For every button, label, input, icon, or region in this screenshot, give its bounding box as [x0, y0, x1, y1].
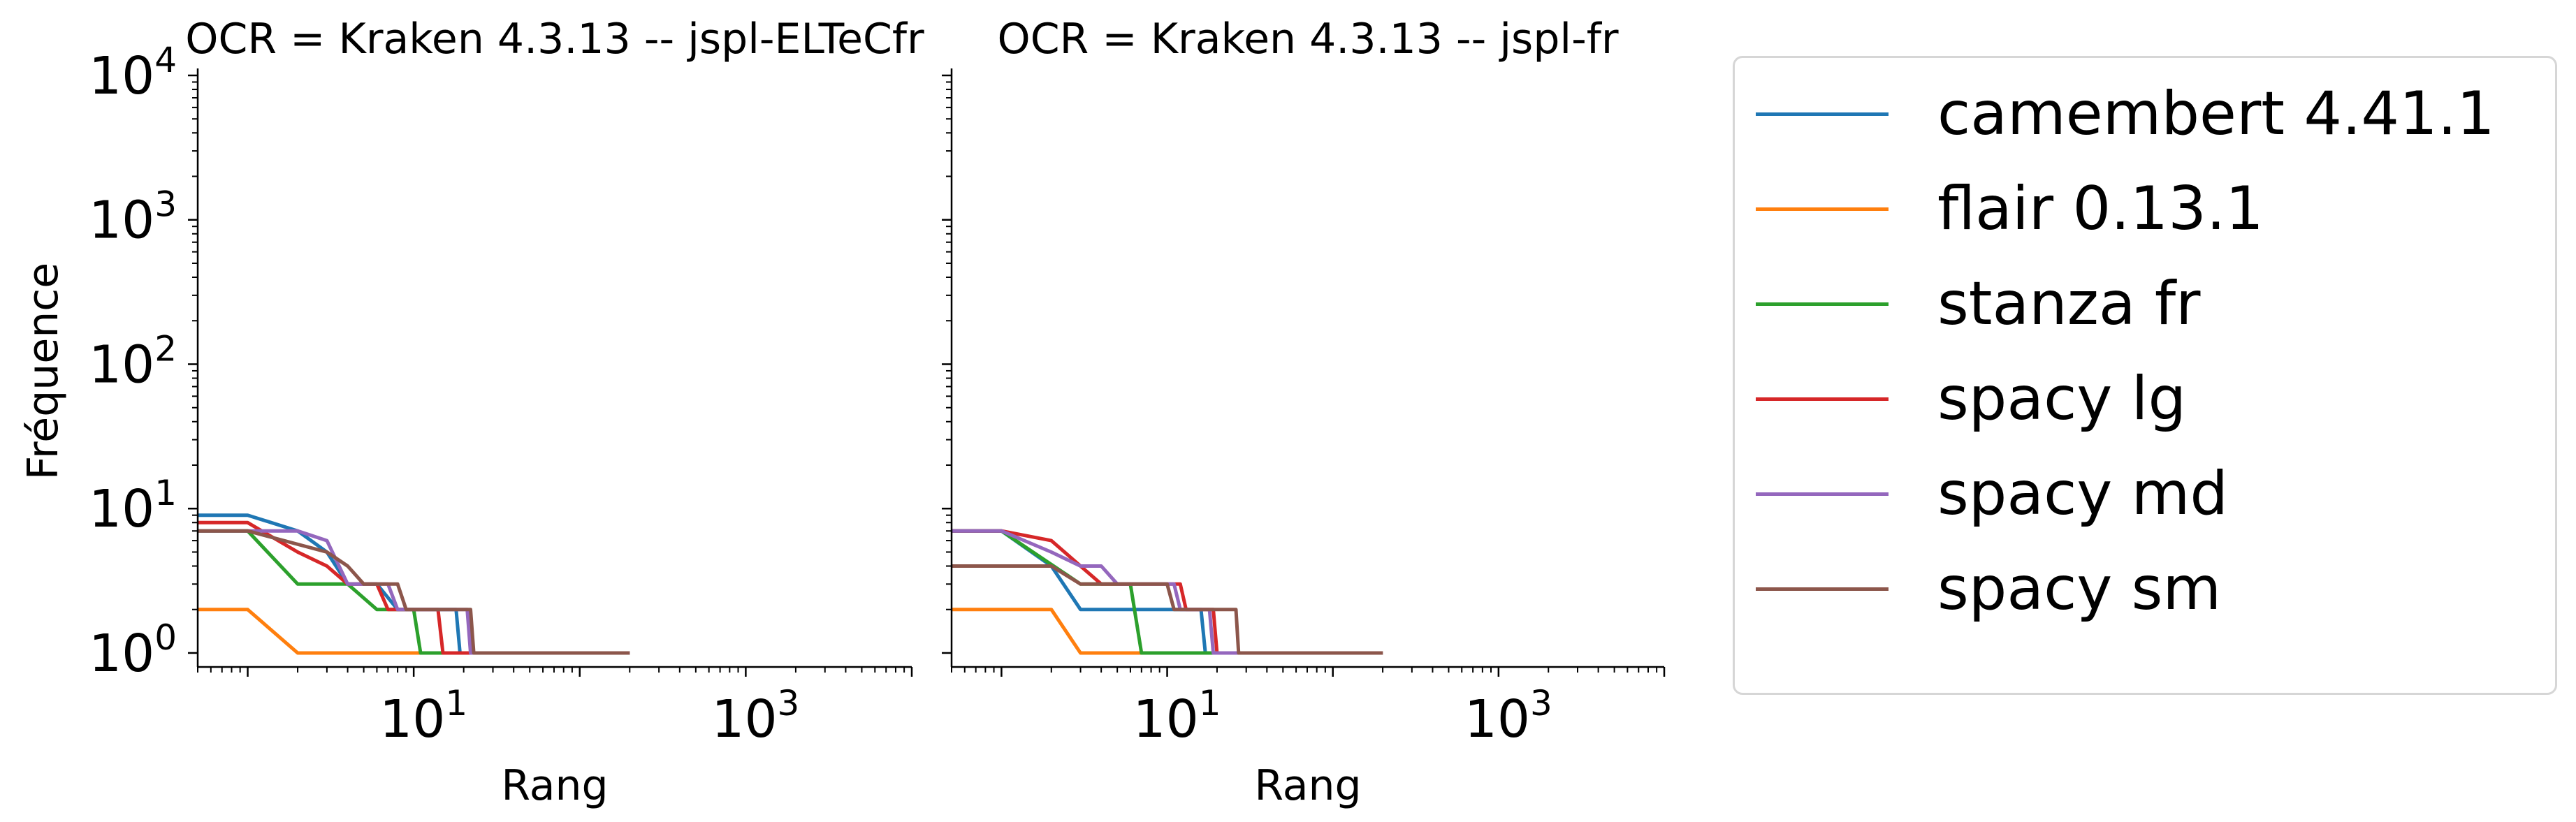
x-axis-label: Rang	[501, 761, 608, 810]
x-tick-label: 103	[1464, 683, 1552, 749]
legend-item: spacy sm	[1735, 554, 2555, 624]
legend-swatch	[1756, 587, 1889, 591]
series-line-flair-0-13-1	[952, 608, 1383, 655]
plot-1: 100 101 102 103 104 101 103 OCR = Kraken 4.3.13…	[19, 15, 924, 810]
y-tick-label: 103	[89, 184, 177, 251]
legend-item: stanza fr	[1735, 269, 2555, 339]
legend-label: camembert 4.41.1	[1937, 79, 2495, 149]
legend: camembert 4.41.1 flair 0.13.1 stanza fr spa…	[1733, 56, 2557, 695]
series-line-camembert-4-41-1	[952, 529, 1383, 655]
legend-swatch	[1756, 397, 1889, 401]
x-axis-label: Rang	[1254, 761, 1361, 810]
series-line-stanza-fr	[198, 529, 630, 655]
x-tick-label: 103	[711, 683, 799, 749]
y-tick-label: 104	[89, 40, 177, 106]
series-line-spacy-lg	[952, 529, 1383, 655]
series-line-spacy-sm	[198, 529, 630, 655]
series-line-stanza-fr	[952, 529, 1383, 655]
plot-title: OCR = Kraken 4.3.13 -- jspl-fr	[997, 15, 1618, 64]
legend-item: spacy md	[1735, 459, 2555, 529]
y-tick-label: 102	[89, 328, 177, 395]
series-line-spacy-lg	[198, 520, 630, 655]
legend-label: flair 0.13.1	[1937, 174, 2264, 244]
legend-item: spacy lg	[1735, 364, 2555, 434]
legend-label: spacy sm	[1937, 554, 2222, 624]
y-tick-label: 101	[89, 473, 177, 539]
series-line-spacy-sm	[952, 564, 1383, 655]
series-line-spacy-md	[952, 529, 1383, 655]
plot-2: 101 103 OCR = Kraken 4.3.13 -- jspl-fr Rang	[942, 15, 1666, 810]
x-tick-label: 101	[1133, 683, 1221, 749]
legend-swatch	[1756, 207, 1889, 211]
plot-title: OCR = Kraken 4.3.13 -- jspl-ELTeCfr	[185, 15, 924, 64]
legend-label: spacy md	[1937, 459, 2228, 529]
legend-label: spacy lg	[1937, 364, 2187, 434]
y-tick-label: 100	[89, 617, 177, 684]
legend-item: flair 0.13.1	[1735, 174, 2555, 244]
legend-swatch	[1756, 112, 1889, 116]
legend-swatch	[1756, 492, 1889, 496]
y-axis-label: Fréquence	[19, 263, 68, 480]
legend-swatch	[1756, 302, 1889, 306]
legend-item: camembert 4.41.1	[1735, 79, 2555, 149]
legend-label: stanza fr	[1937, 269, 2201, 339]
x-tick-label: 101	[379, 683, 467, 749]
